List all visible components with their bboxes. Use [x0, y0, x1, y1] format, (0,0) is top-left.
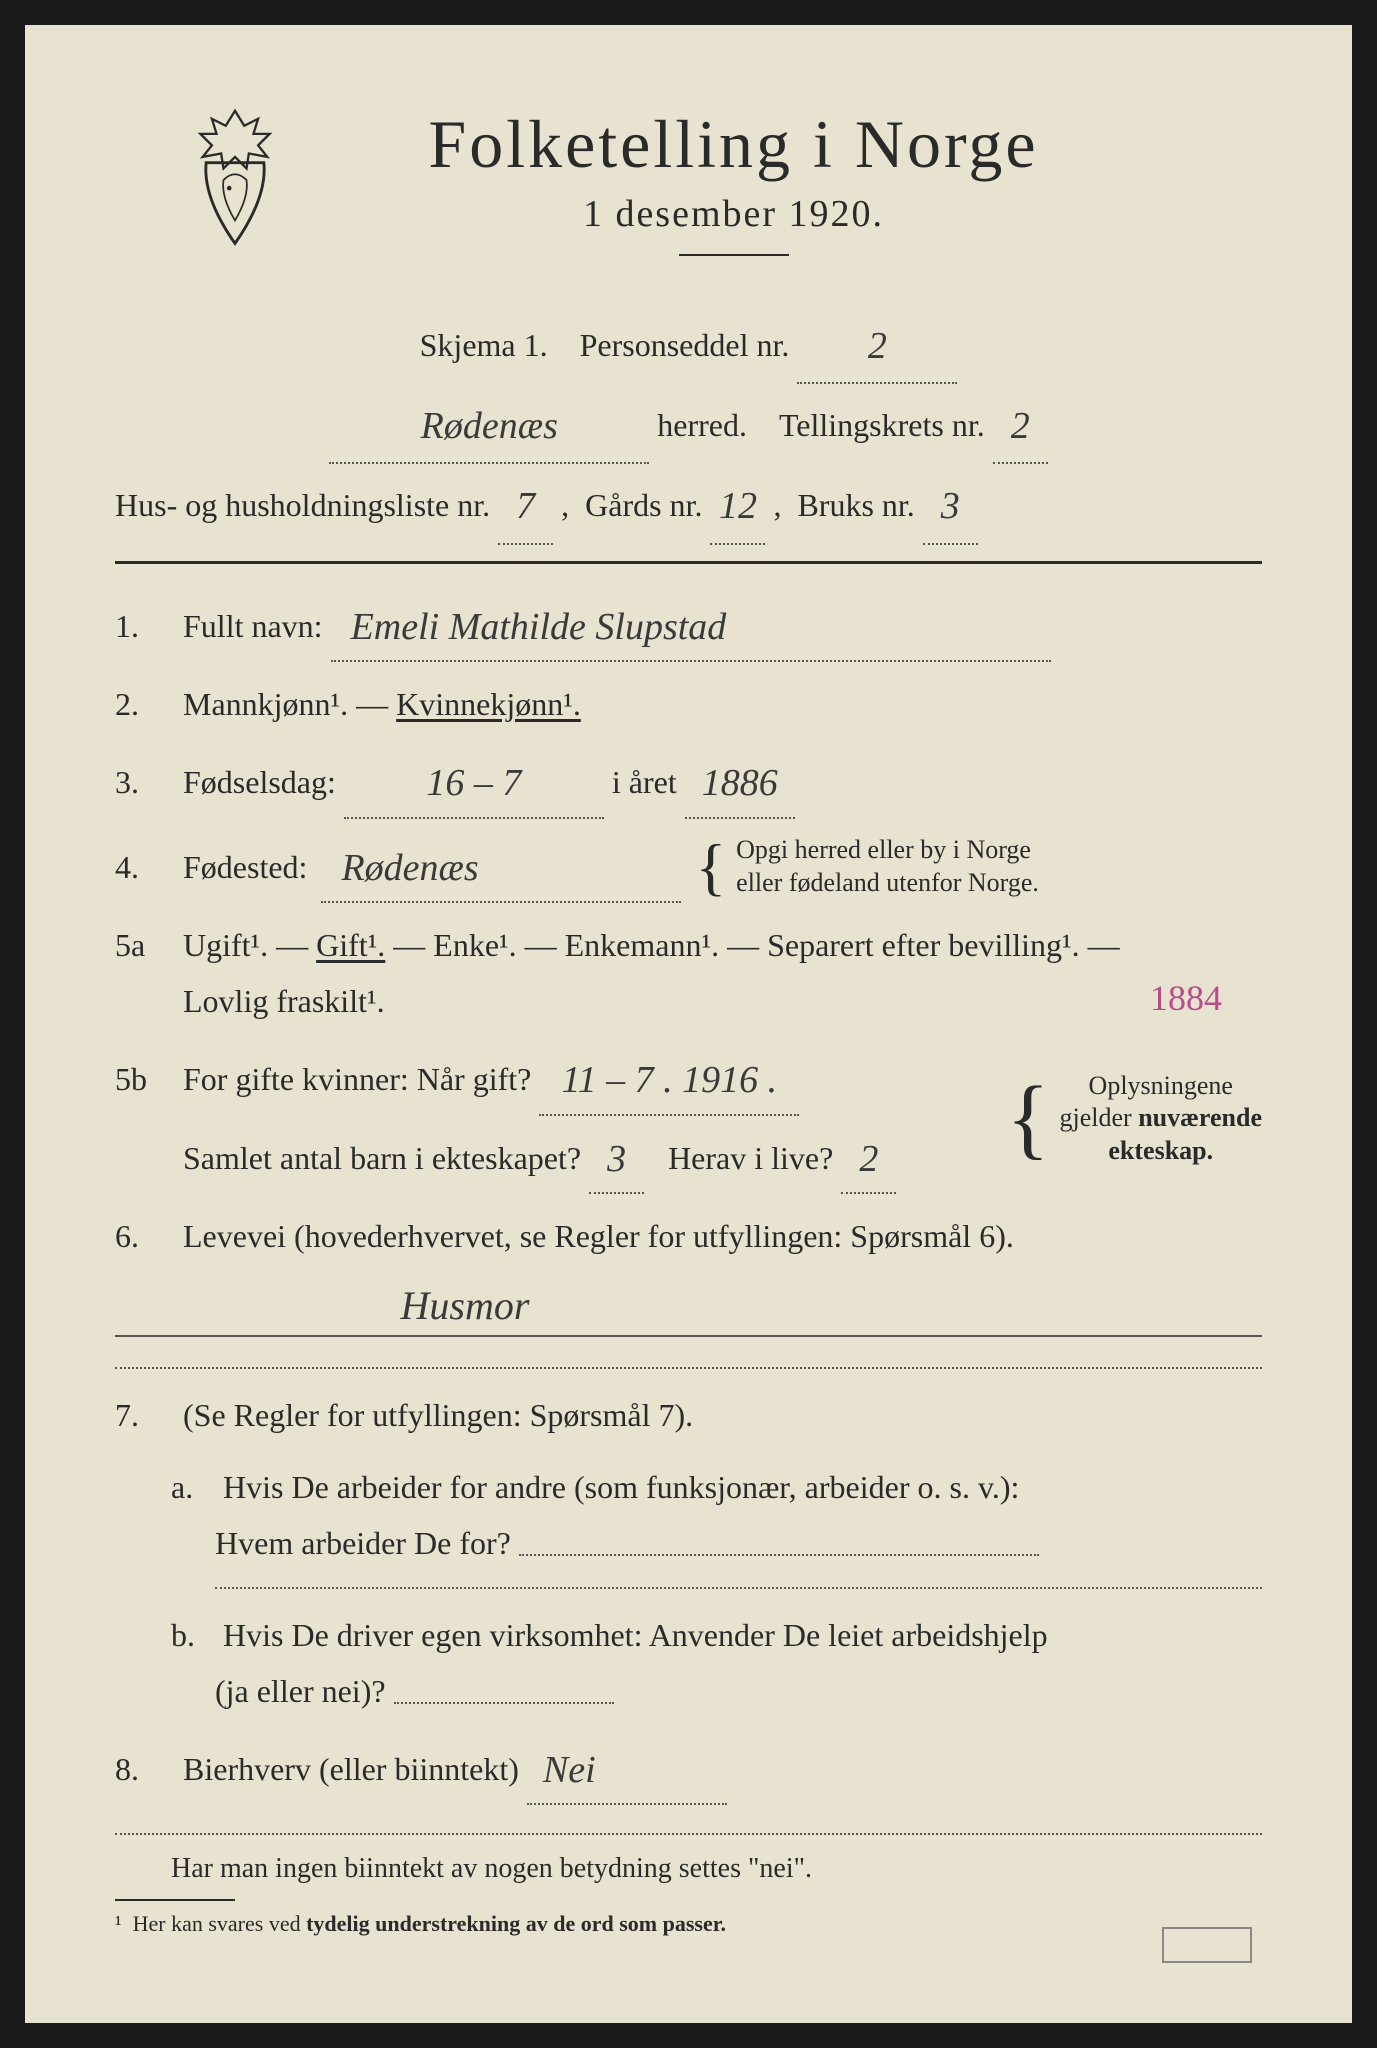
q1-num: 1. — [115, 608, 171, 645]
personseddel-nr: 2 — [797, 310, 957, 384]
hus-nr: 7 — [498, 470, 553, 544]
q6-value-row: Husmor — [115, 1280, 1262, 1327]
herred-value: Rødenæs — [329, 390, 649, 464]
hus-line: Hus- og husholdningsliste nr. 7 , Gårds … — [115, 468, 1262, 542]
q7b-l2: (ja eller nei)? — [215, 1673, 386, 1709]
skjema-label: Skjema 1. — [420, 315, 548, 376]
q4: 4. Fødested: Rødenæs { Opgi herred eller… — [115, 833, 1262, 902]
q8-num: 8. — [115, 1751, 171, 1788]
q7b-value — [394, 1702, 614, 1704]
footnote: ¹ Her kan svares ved tydelig understrekn… — [115, 1911, 1262, 1937]
bruks-nr: 3 — [923, 470, 978, 544]
q5a-num: 5a — [115, 927, 171, 964]
q5b-note: { Oplysningene gjelder nuværende ekteska… — [1006, 1070, 1262, 1168]
q5b-l2-value-b: 2 — [841, 1126, 896, 1195]
main-title: Folketelling i Norge — [325, 105, 1142, 184]
q7b-letter: b. — [171, 1607, 215, 1663]
q7a-letter: a. — [171, 1459, 215, 1515]
bruks-label: Bruks nr. — [797, 475, 914, 536]
q3-year: 1886 — [685, 750, 795, 819]
herred-label: herred. — [657, 395, 747, 456]
q1-label: Fullt navn: — [183, 608, 323, 644]
tellingskrets-label: Tellingskrets nr. — [779, 395, 985, 456]
q1: 1. Fullt navn: Emeli Mathilde Slupstad — [115, 592, 1262, 661]
q3-num: 3. — [115, 764, 171, 801]
q6: 6. Levevei (hovederhvervet, se Regler fo… — [115, 1208, 1262, 1264]
q5b-l2-label-b: Herav i live? — [668, 1140, 833, 1176]
q7a-value — [519, 1554, 1039, 1556]
herred-line: Rødenæs herred. Tellingskrets nr. 2 — [115, 388, 1262, 462]
q2: 2. Mannkjønn¹. — Kvinnekjønn¹. — [115, 676, 1262, 732]
q8: 8. Bierhverv (eller biinntekt) Nei — [115, 1735, 1262, 1804]
q7a-l1: Hvis De arbeider for andre (som funksjon… — [223, 1469, 1019, 1505]
q5b-l2-label-a: Samlet antal barn i ekteskapet? — [183, 1140, 581, 1176]
q2-opt-b: Kvinnekjønn¹. — [396, 686, 581, 722]
q7-label: (Se Regler for utfyllingen: Spørsmål 7). — [183, 1387, 1262, 1443]
q2-opt-a: Mannkjønn¹. — [183, 686, 348, 722]
q5a-opts: Ugift¹. — Gift¹. — Enke¹. — Enkemann¹. —… — [183, 927, 1120, 963]
q4-value: Rødenæs — [321, 835, 681, 904]
q7b: b. Hvis De driver egen virksomhet: Anven… — [115, 1607, 1262, 1719]
title-block: Folketelling i Norge 1 desember 1920. — [325, 105, 1262, 278]
q4-num: 4. — [115, 849, 171, 886]
q3-label: Fødselsdag: — [183, 764, 336, 800]
q4-note-l2: eller fødeland utenfor Norge. — [736, 868, 1039, 897]
q2-num: 2. — [115, 686, 171, 723]
q7a-l2: Hvem arbeider De for? — [215, 1525, 511, 1561]
q7b-l1: Hvis De driver egen virksomhet: Anvender… — [223, 1617, 1048, 1653]
q6-value: Husmor — [315, 1282, 615, 1329]
q7-num: 7. — [115, 1397, 171, 1434]
q5b-l2-value-a: 3 — [589, 1126, 644, 1195]
q5b-l1-label: For gifte kvinner: Når gift? — [183, 1061, 531, 1097]
personseddel-label: Personseddel nr. — [580, 315, 790, 376]
q5b: 5b For gifte kvinner: Når gift? 11 – 7 .… — [115, 1045, 1262, 1192]
q6-label: Levevei (hovederhvervet, se Regler for u… — [183, 1218, 1014, 1254]
printer-stamp — [1162, 1927, 1252, 1963]
gards-label: Gårds nr. — [585, 475, 702, 536]
q2-dash: — — [356, 686, 396, 722]
gards-nr: 12 — [710, 470, 765, 544]
header: Folketelling i Norge 1 desember 1920. — [175, 105, 1262, 278]
tellingskrets-nr: 2 — [993, 390, 1048, 464]
footnote-rule — [115, 1899, 235, 1901]
subtitle: 1 desember 1920. — [325, 192, 1142, 236]
q4-note: { Opgi herred eller by i Norge eller fød… — [695, 834, 1038, 899]
rule-q7a — [215, 1587, 1262, 1589]
q3-day: 16 – 7 — [344, 750, 604, 819]
q1-value: Emeli Mathilde Slupstad — [331, 594, 1051, 663]
q5a-gift: Gift¹. — [316, 927, 385, 963]
q4-note-l1: Opgi herred eller by i Norge — [736, 835, 1031, 864]
q7: 7. (Se Regler for utfyllingen: Spørsmål … — [115, 1387, 1262, 1443]
q5a-line2: Lovlig fraskilt¹. — [183, 983, 385, 1019]
q3-year-label: i året — [612, 764, 677, 800]
title-separator — [679, 254, 789, 256]
coat-of-arms-icon — [175, 105, 295, 255]
q5a: 5a Ugift¹. — Gift¹. — Enke¹. — Enkemann¹… — [115, 917, 1262, 1029]
rule-q6b — [115, 1367, 1262, 1369]
census-form-page: Folketelling i Norge 1 desember 1920. Sk… — [25, 25, 1352, 2023]
q6-num: 6. — [115, 1218, 171, 1255]
skjema-line: Skjema 1. Personseddel nr. 2 — [115, 308, 1262, 382]
q3: 3. Fødselsdag: 16 – 7 i året 1886 — [115, 748, 1262, 817]
q5b-num: 5b — [115, 1061, 171, 1098]
hus-label: Hus- og husholdningsliste nr. — [115, 475, 490, 536]
q7a: a. Hvis De arbeider for andre (som funks… — [115, 1459, 1262, 1571]
q8-label: Bierhverv (eller biinntekt) — [183, 1751, 519, 1787]
q4-label: Fødested: — [183, 839, 307, 895]
q5b-note-l1: Oplysningene — [1089, 1071, 1233, 1100]
rule-tail — [115, 1833, 1262, 1835]
rule-1 — [115, 561, 1262, 564]
rule-q6a — [115, 1335, 1262, 1337]
tail-note: Har man ingen biinntekt av nogen betydni… — [115, 1853, 1262, 1885]
brace-icon: { — [1006, 1092, 1049, 1146]
q5b-l1-value: 11 – 7 . 1916 . — [539, 1047, 799, 1116]
q8-value: Nei — [527, 1737, 727, 1806]
brace-icon: { — [695, 848, 726, 886]
q5a-annotation: 1884 — [1150, 977, 1222, 1019]
